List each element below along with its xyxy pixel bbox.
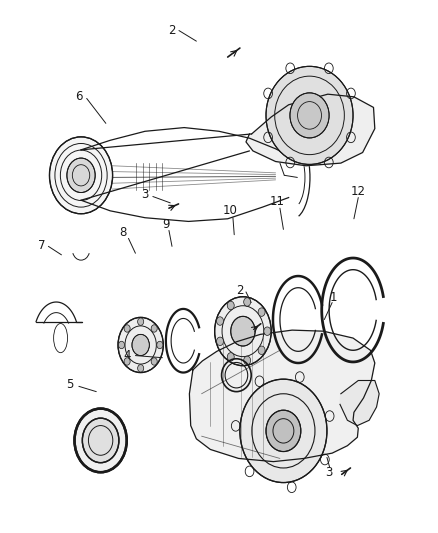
Circle shape	[124, 358, 130, 365]
Text: 10: 10	[223, 204, 238, 217]
Polygon shape	[246, 94, 375, 166]
Text: 4: 4	[124, 349, 131, 362]
Circle shape	[118, 341, 124, 349]
Circle shape	[118, 317, 163, 373]
Text: 1: 1	[329, 291, 337, 304]
Text: 3: 3	[325, 466, 332, 479]
Text: 7: 7	[38, 239, 45, 252]
Ellipse shape	[266, 66, 353, 165]
Polygon shape	[189, 330, 375, 462]
Circle shape	[215, 297, 271, 366]
Text: 5: 5	[67, 378, 74, 391]
Circle shape	[151, 358, 157, 365]
Circle shape	[244, 298, 251, 306]
Ellipse shape	[290, 93, 329, 138]
Text: 2: 2	[168, 24, 176, 37]
Circle shape	[216, 317, 223, 325]
Circle shape	[264, 327, 271, 335]
Circle shape	[227, 301, 234, 310]
Circle shape	[124, 325, 130, 332]
Text: 9: 9	[162, 217, 170, 231]
Polygon shape	[340, 381, 379, 425]
Circle shape	[157, 341, 163, 349]
Circle shape	[138, 365, 144, 372]
Circle shape	[231, 317, 255, 346]
Ellipse shape	[49, 137, 113, 214]
Circle shape	[151, 325, 157, 332]
Circle shape	[258, 308, 265, 317]
Circle shape	[82, 418, 119, 463]
Text: 3: 3	[141, 189, 148, 201]
Text: 11: 11	[270, 195, 285, 208]
Circle shape	[74, 409, 127, 472]
Text: 12: 12	[351, 185, 366, 198]
Ellipse shape	[240, 379, 327, 482]
Ellipse shape	[67, 158, 95, 192]
Circle shape	[227, 353, 234, 361]
Text: 2: 2	[236, 284, 244, 297]
Text: 8: 8	[120, 225, 127, 239]
Circle shape	[138, 318, 144, 325]
Circle shape	[216, 337, 223, 345]
Circle shape	[258, 346, 265, 354]
Text: 6: 6	[75, 90, 83, 103]
Circle shape	[132, 334, 149, 356]
Circle shape	[244, 356, 251, 365]
Ellipse shape	[266, 410, 301, 451]
